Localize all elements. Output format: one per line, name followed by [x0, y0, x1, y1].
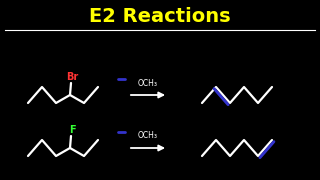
Text: OCH₃: OCH₃ [138, 132, 158, 141]
Text: Br: Br [66, 72, 78, 82]
Text: F: F [69, 125, 75, 135]
Text: E2 Reactions: E2 Reactions [89, 6, 231, 26]
Text: OCH₃: OCH₃ [138, 78, 158, 87]
